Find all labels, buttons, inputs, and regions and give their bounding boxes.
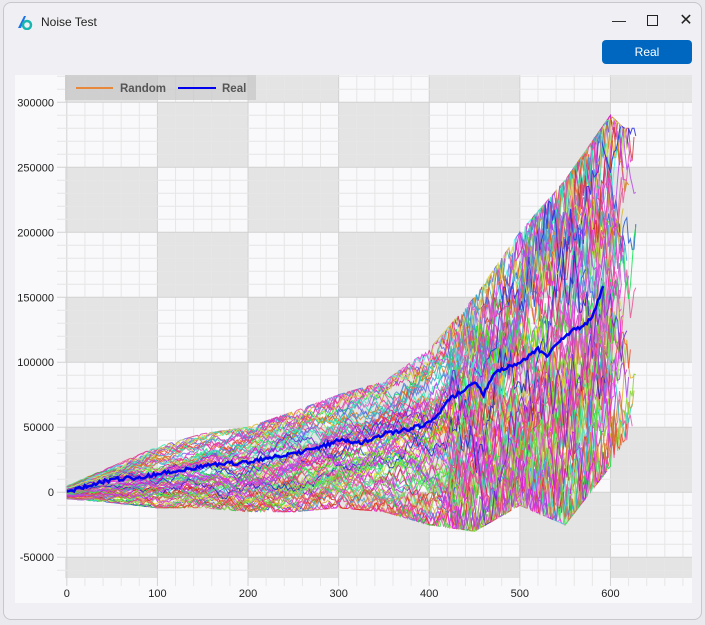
real-series-line (66, 285, 605, 494)
grid-cell (65, 557, 158, 578)
grid-cell (338, 102, 430, 168)
random-series-line (66, 308, 620, 501)
minimize-icon: — (612, 12, 626, 28)
close-icon: ✕ (679, 12, 693, 29)
window-title: Noise Test (41, 15, 97, 29)
grid-cell (248, 75, 339, 103)
grid-cell (610, 557, 692, 578)
random-series-line (66, 130, 637, 499)
x-tick-label: 100 (148, 588, 166, 600)
grid-cell (429, 557, 520, 578)
legend: Random Real (65, 75, 256, 100)
random-series-line (66, 117, 628, 490)
y-tick-label: 0 (48, 487, 54, 499)
maximize-button[interactable] (635, 9, 669, 31)
x-tick-label: 0 (64, 588, 70, 600)
random-series-line (66, 317, 602, 523)
random-series-line (66, 335, 613, 530)
grid-cell (157, 232, 249, 298)
random-series-line (66, 352, 602, 532)
y-tick-label: -50000 (20, 552, 54, 564)
maximize-icon (646, 14, 658, 26)
legend-random-label: Random (120, 83, 166, 95)
x-tick-label: 200 (239, 588, 257, 600)
minimize-button[interactable]: — (602, 9, 636, 31)
app-logo-icon (18, 16, 33, 30)
random-series-line (66, 232, 620, 507)
real-button[interactable]: Real (602, 40, 692, 64)
grid-cell (429, 75, 520, 103)
x-tick-label: 400 (420, 588, 438, 600)
random-series-line (66, 308, 611, 503)
random-series-line (66, 392, 618, 532)
random-series-line (66, 385, 608, 500)
random-series-line (66, 302, 624, 527)
grid-cell (157, 102, 249, 168)
y-tick-label: 100000 (17, 357, 54, 369)
random-series-line (66, 383, 608, 526)
y-tick-label: 150000 (17, 292, 54, 304)
x-tick-label: 300 (329, 588, 347, 600)
random-series-line (66, 343, 630, 530)
grid-cell (248, 297, 339, 363)
grid-cell (338, 232, 430, 298)
grid-cell (65, 167, 158, 233)
grid-cell (248, 557, 339, 578)
y-tick-label: 300000 (17, 97, 54, 109)
y-tick-label: 50000 (23, 422, 54, 434)
y-tick-label: 250000 (17, 162, 54, 174)
random-series-line (66, 153, 624, 492)
close-button[interactable]: ✕ (669, 9, 703, 31)
grid-cell (157, 362, 249, 428)
x-tick-label: 500 (511, 588, 529, 600)
random-series-line (66, 116, 630, 490)
grid-cell (429, 167, 520, 233)
grid-cell (610, 75, 692, 103)
legend-real-label: Real (222, 83, 246, 95)
grid-cell (65, 297, 158, 363)
grid-cell (610, 427, 692, 493)
grid-cell (248, 167, 339, 233)
y-tick-label: 200000 (17, 227, 54, 239)
x-tick-label: 600 (601, 588, 619, 600)
